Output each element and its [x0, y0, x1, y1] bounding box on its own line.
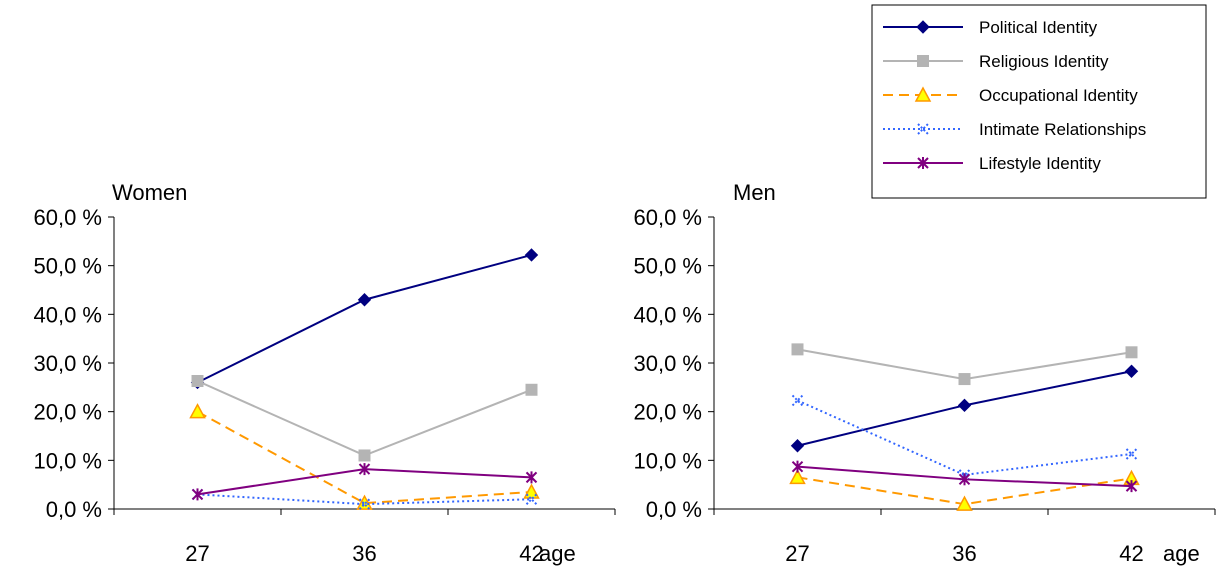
- legend-item: Occupational Identity: [883, 86, 1138, 105]
- women-y-tick-label: 10,0 %: [34, 448, 103, 473]
- men-series-3: [791, 394, 1138, 481]
- men-y-tick-label: 10,0 %: [634, 448, 703, 473]
- men-x-tick-label: 42: [1119, 541, 1143, 566]
- women-series-0: [190, 248, 539, 390]
- legend-label: Occupational Identity: [979, 86, 1138, 105]
- men-x-axis-label: age: [1163, 541, 1200, 566]
- women-series-line: [197, 493, 532, 506]
- legend-item: Political Identity: [883, 18, 1098, 37]
- women-series-point: [525, 383, 538, 396]
- men-series-point: [957, 398, 972, 413]
- women-chart-title: Women: [112, 180, 187, 205]
- women-series-point: [357, 293, 372, 307]
- legend-marker: [917, 157, 929, 169]
- men-series-point: [1125, 346, 1138, 359]
- men-series-2: [789, 468, 1140, 511]
- women-series-1: [191, 375, 538, 462]
- women-y-tick-label: 60,0 %: [34, 205, 103, 230]
- legend-marker: [914, 86, 932, 102]
- legend-marker: [917, 55, 929, 67]
- women-x-tick-label: 42: [519, 541, 543, 566]
- women-y-tick-label: 20,0 %: [34, 400, 103, 425]
- women-series-4: [191, 463, 538, 501]
- women-series-point: [189, 403, 206, 419]
- men-x-tick-label: 27: [785, 541, 809, 566]
- men-series-point: [789, 468, 806, 485]
- women-series-point: [191, 375, 204, 388]
- men-series-1: [791, 343, 1138, 386]
- men-chart: 0,0 % 10,0 % 20,0 % 30,0 % 40,0 % 50,0 % 60,0 …: [634, 205, 1216, 566]
- men-y-tick-label: 60,0 %: [634, 205, 703, 230]
- men-series-point: [791, 343, 804, 356]
- men-series-point: [1124, 364, 1139, 378]
- women-x-tick-label: 36: [352, 541, 376, 566]
- men-y-tick-label: 0,0 %: [646, 497, 702, 522]
- men-series-point: [958, 473, 971, 486]
- women-y-tick-label: 40,0 %: [34, 302, 103, 327]
- women-y-tick-label: 30,0 %: [34, 351, 103, 376]
- legend-item: Lifestyle Identity: [883, 154, 1101, 173]
- women-series-point: [525, 471, 538, 484]
- women-series-line: [197, 253, 532, 384]
- women-x-axis-label: age: [539, 541, 576, 566]
- legend: Political Identity Religious Identity Occu…: [871, 4, 1207, 199]
- men-x-tick-label: 36: [952, 541, 976, 566]
- men-series-point: [790, 439, 805, 453]
- men-series-point: [791, 460, 804, 473]
- women-x-tick-label: 27: [185, 541, 209, 566]
- women-series-point: [524, 248, 539, 262]
- women-y-tick-label: 50,0 %: [34, 254, 103, 279]
- men-series-point: [958, 373, 971, 386]
- men-series-point: [956, 495, 973, 511]
- men-chart-title: Men: [733, 180, 776, 205]
- men-y-tick-label: 50,0 %: [634, 254, 703, 279]
- women-series-point: [358, 449, 371, 462]
- men-y-tick-label: 40,0 %: [634, 302, 703, 327]
- women-chart: 0,0 % 10,0 % 20,0 % 30,0 % 40,0 % 50,0 % 60,0 …: [34, 205, 616, 566]
- legend-label: Intimate Relationships: [979, 120, 1146, 139]
- women-series-3: [191, 488, 538, 510]
- women-series-point: [358, 463, 371, 476]
- legend-item: Intimate Relationships: [883, 120, 1146, 139]
- men-series-0: [790, 364, 1139, 453]
- men-y-tick-label: 20,0 %: [634, 400, 703, 425]
- legend-label: Political Identity: [979, 18, 1098, 37]
- legend-label: Religious Identity: [979, 52, 1109, 71]
- legend-label: Lifestyle Identity: [979, 154, 1101, 173]
- women-y-tick-label: 0,0 %: [46, 497, 102, 522]
- men-y-tick-label: 30,0 %: [634, 351, 703, 376]
- women-series-point: [191, 488, 204, 501]
- women-series-line: [197, 380, 532, 457]
- men-series-point: [1125, 480, 1138, 493]
- legend-marker: [916, 20, 930, 34]
- women-series-point: [356, 494, 373, 510]
- legend-item: Religious Identity: [883, 52, 1109, 71]
- men-series-4: [791, 460, 1138, 493]
- men-series-line: [797, 399, 1132, 476]
